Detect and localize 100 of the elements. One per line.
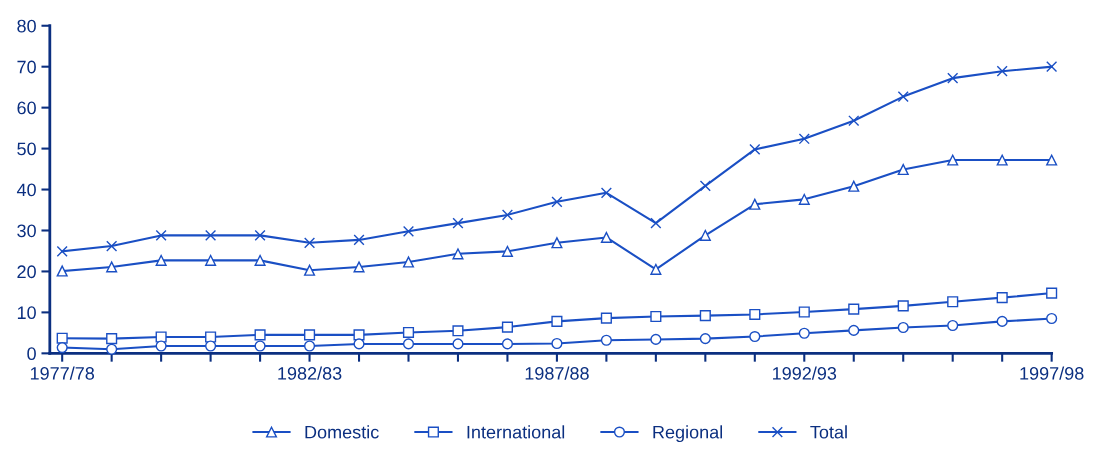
point (551, 237, 563, 249)
point (699, 310, 711, 322)
point (1046, 287, 1058, 299)
x-tick-label: 1992/93 (773, 366, 837, 380)
point (303, 237, 316, 249)
legend-label: Total (810, 425, 847, 439)
point (155, 340, 167, 352)
point (897, 321, 909, 334)
point (996, 292, 1008, 304)
legend-label: Regional (653, 425, 723, 443)
point (1046, 61, 1058, 73)
point (749, 308, 761, 320)
point (501, 321, 513, 333)
y-tick-label: 0 (27, 347, 36, 361)
point (749, 198, 761, 210)
point (650, 217, 662, 229)
point (353, 329, 365, 341)
point (749, 330, 761, 343)
point (947, 72, 959, 84)
point (402, 225, 415, 237)
point (650, 333, 662, 345)
point (452, 325, 464, 337)
point (254, 340, 266, 352)
point (947, 296, 959, 308)
legend-label: International (467, 425, 565, 439)
point (501, 245, 513, 257)
y-tick-label: 60 (17, 101, 36, 115)
x-tick-label: 1982/83 (278, 366, 342, 380)
point (155, 229, 167, 241)
point (897, 300, 909, 312)
point (699, 333, 711, 345)
point (699, 229, 711, 241)
y-tick-label: 80 (17, 19, 36, 33)
point (551, 337, 563, 350)
point (155, 331, 167, 343)
point (848, 115, 860, 127)
point (402, 326, 415, 339)
point (452, 338, 464, 350)
point (353, 338, 365, 350)
point (353, 261, 365, 273)
point (106, 343, 118, 355)
point (254, 254, 266, 266)
y-tick-label: 70 (17, 60, 36, 74)
point (303, 340, 316, 352)
point (56, 245, 68, 257)
y-tick-label: 10 (17, 306, 36, 320)
point (402, 338, 415, 350)
point (848, 303, 860, 315)
x-tick-label: 1987/88 (525, 366, 589, 380)
point (56, 342, 68, 354)
legend-label: Domestic (305, 425, 379, 439)
y-tick-label: 50 (17, 142, 36, 156)
point (155, 254, 167, 266)
y-tick-label: 20 (17, 265, 36, 279)
point (798, 306, 810, 318)
point (749, 143, 761, 155)
y-tick-label: 30 (17, 224, 36, 238)
point (1046, 312, 1058, 325)
point (897, 163, 909, 176)
point (56, 265, 68, 277)
point (353, 234, 365, 246)
point (254, 229, 266, 241)
x-tick-label: 1977/78 (30, 366, 95, 380)
point (1046, 154, 1058, 166)
x-tick-label: 1997/98 (1020, 366, 1084, 380)
point (947, 319, 959, 332)
point (798, 133, 810, 145)
point (106, 333, 118, 345)
point (897, 91, 909, 103)
y-tick-label: 40 (16, 183, 36, 197)
point (699, 180, 711, 192)
point (303, 264, 316, 276)
point (501, 209, 513, 221)
point (106, 240, 118, 252)
point (650, 263, 662, 275)
point (996, 65, 1008, 77)
point (254, 329, 266, 341)
point (501, 338, 513, 350)
point (551, 196, 563, 208)
point (600, 231, 612, 244)
point (848, 180, 860, 192)
point (798, 193, 810, 205)
point (205, 254, 217, 266)
point (205, 229, 217, 241)
point (452, 217, 464, 229)
point (600, 312, 612, 324)
point (798, 327, 810, 339)
point (303, 329, 316, 341)
point (452, 248, 464, 260)
point (402, 256, 415, 268)
point (848, 324, 860, 336)
point (600, 334, 612, 346)
point (205, 340, 217, 352)
point (106, 261, 118, 273)
point (996, 315, 1008, 327)
point (551, 315, 563, 327)
point (996, 154, 1008, 166)
point (947, 154, 959, 166)
point (600, 187, 612, 199)
point (205, 331, 217, 343)
